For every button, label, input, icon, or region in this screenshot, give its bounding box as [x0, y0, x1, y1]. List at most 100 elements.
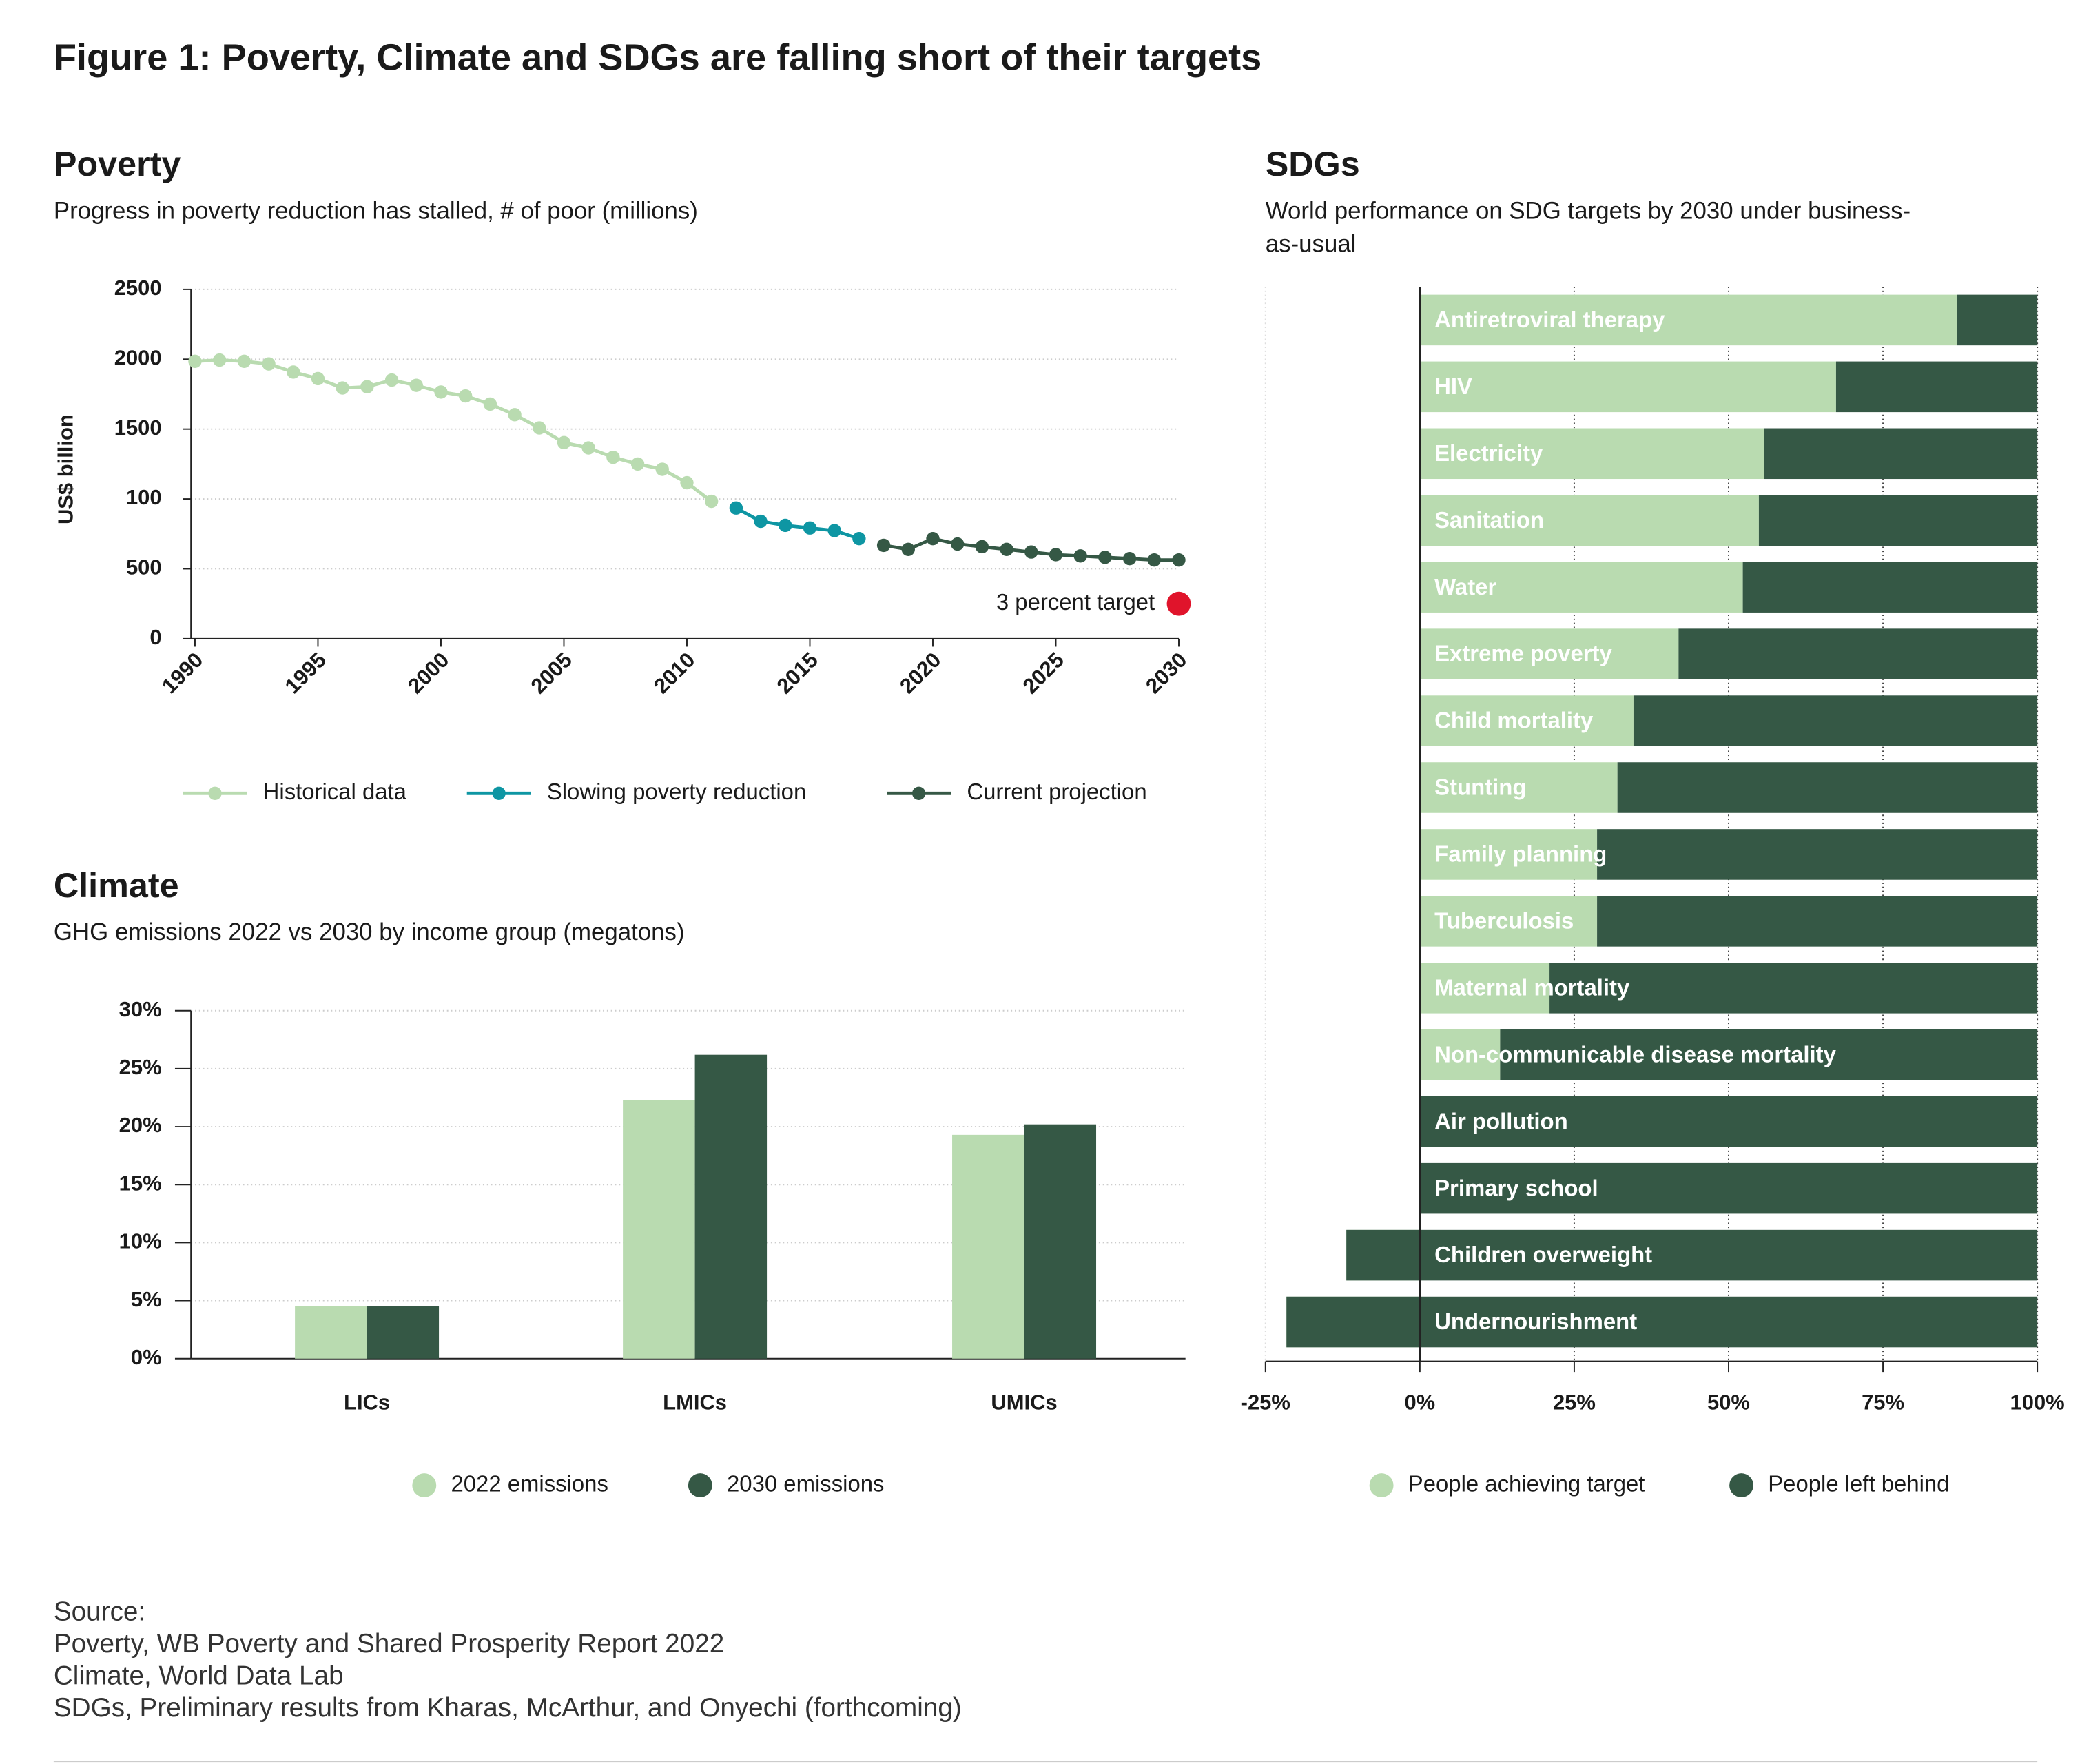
legend-label: 2030 emissions — [727, 1470, 884, 1496]
data-point — [852, 531, 866, 546]
bar-segment — [1419, 1162, 2038, 1214]
data-point — [434, 385, 448, 399]
bar-label: Maternal mortality — [1434, 974, 1630, 1000]
bar — [367, 1306, 440, 1359]
x-tick-label: 2005 — [526, 648, 577, 698]
bar-segment — [1678, 628, 2038, 679]
legend-label: 2022 emissions — [451, 1470, 608, 1496]
series-line — [194, 358, 713, 503]
bar-segment — [1419, 294, 1957, 346]
legend-label: Slowing poverty reduction — [547, 779, 806, 804]
bar-label: Child mortality — [1434, 708, 1594, 733]
bar — [1024, 1124, 1097, 1359]
data-point — [754, 514, 768, 529]
bar-segment — [1419, 628, 1679, 679]
source-line: Climate, World Data Lab — [54, 1661, 344, 1690]
data-point — [483, 397, 497, 411]
data-point — [1122, 551, 1137, 566]
x-tick-label: 2020 — [895, 648, 945, 698]
bar — [952, 1134, 1024, 1359]
legend-label: People achieving target — [1408, 1470, 1645, 1496]
bar-label: Tuberculosis — [1434, 908, 1574, 934]
bar-segment — [1419, 361, 1836, 413]
bar-segment — [1617, 762, 2038, 813]
bar-label: Sanitation — [1434, 507, 1544, 533]
bar-segment — [1597, 829, 2038, 880]
bar-label: Family planning — [1434, 841, 1607, 867]
legend-label: Current projection — [967, 779, 1146, 804]
data-point — [1172, 553, 1186, 567]
data-point — [606, 450, 620, 464]
legend-dot — [208, 786, 222, 800]
data-point — [901, 542, 915, 556]
data-point — [384, 373, 399, 387]
bar-label: HIV — [1434, 373, 1472, 399]
y-tick-label: 5% — [131, 1287, 162, 1311]
data-point — [779, 518, 792, 533]
figure-title: Figure 1: Poverty, Climate and SDGs are … — [54, 37, 1261, 78]
data-point — [951, 537, 965, 551]
bar-segment — [1419, 562, 1743, 613]
bar — [694, 1054, 768, 1359]
bar-segment — [1286, 1296, 2038, 1348]
data-point — [705, 494, 719, 509]
bar-label: Children overweight — [1434, 1242, 1652, 1267]
bar-segment — [1419, 495, 1759, 546]
y-tick-label: 10% — [119, 1229, 162, 1253]
bar — [623, 1100, 695, 1359]
y-tick-label: 15% — [119, 1171, 162, 1195]
bar-segment — [1419, 896, 1598, 947]
data-point — [630, 457, 645, 471]
bar-label: Antiretroviral therapy — [1434, 307, 1665, 332]
x-tick-label: 100% — [2010, 1391, 2065, 1415]
data-point — [409, 378, 423, 392]
x-tick-label: 75% — [1862, 1391, 1904, 1415]
bar-segment — [1419, 762, 1618, 813]
bar-segment — [1633, 695, 2038, 746]
bar-label: Water — [1434, 574, 1496, 599]
data-point — [1000, 542, 1013, 556]
subtitle: Progress in poverty reduction has stalle… — [53, 197, 698, 225]
source-line: Source: — [54, 1597, 145, 1627]
data-point — [729, 501, 743, 515]
subtitle: GHG emissions 2022 vs 2030 by income gro… — [53, 919, 685, 945]
data-point — [188, 354, 202, 369]
x-tick-label: 2030 — [1141, 648, 1191, 698]
bar-segment — [1419, 1029, 1501, 1080]
data-point — [459, 389, 473, 403]
x-tick-label: 0% — [1404, 1391, 1435, 1415]
legend-swatch — [412, 1473, 437, 1498]
panel-title: Poverty — [54, 144, 181, 183]
bar-segment — [1758, 495, 2038, 546]
data-point — [1147, 553, 1161, 567]
y-tick-label: 2000 — [114, 345, 162, 369]
data-point — [680, 475, 694, 490]
data-point — [311, 371, 325, 386]
data-point — [581, 441, 595, 455]
y-axis-label: US$ billion — [53, 414, 77, 524]
data-point — [533, 421, 546, 435]
data-point — [655, 462, 669, 476]
y-tick-label: 0% — [131, 1345, 162, 1369]
bar-label: Extreme poverty — [1434, 641, 1612, 666]
legend-label: Historical data — [263, 779, 407, 804]
legend-swatch — [1729, 1473, 1753, 1498]
y-tick-label: 500 — [126, 555, 162, 580]
source-line: Poverty, WB Poverty and Shared Prosperit… — [54, 1629, 724, 1659]
bar-segment — [1346, 1229, 2038, 1281]
bar-segment — [1549, 963, 2038, 1014]
legend-swatch — [688, 1473, 712, 1498]
data-point — [1049, 548, 1063, 562]
x-tick-label: LICs — [344, 1391, 390, 1415]
x-tick-label: 25% — [1553, 1391, 1596, 1415]
legend-dot — [492, 786, 506, 800]
data-point — [212, 353, 227, 367]
x-tick-label: 2000 — [403, 648, 453, 698]
bar-segment — [1597, 896, 2038, 947]
y-tick-label: 20% — [119, 1113, 162, 1137]
x-tick-label: 50% — [1707, 1391, 1750, 1415]
x-tick-label: 2015 — [772, 648, 823, 698]
x-tick-label: UMICs — [991, 1391, 1057, 1415]
